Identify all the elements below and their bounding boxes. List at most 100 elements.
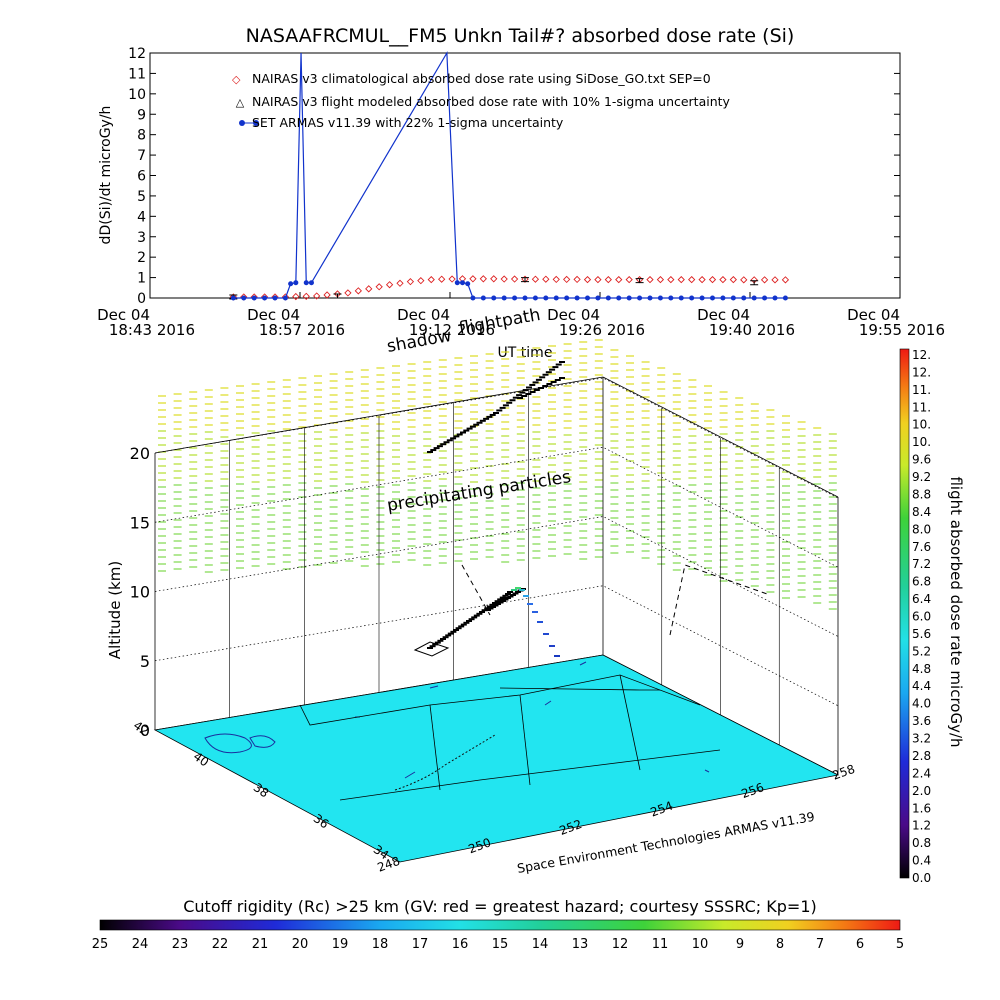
climatological-point bbox=[604, 275, 612, 284]
armas-point bbox=[751, 295, 757, 301]
armas-point bbox=[308, 280, 314, 286]
climatological-point bbox=[656, 275, 665, 284]
cutoff-bar-ticks: 25 24 23 22 21 20 19 18 17 16 15 14 13 12 11 10 9 8 7 6 5 bbox=[92, 937, 904, 952]
cutoff-tick-label: 21 bbox=[252, 937, 269, 952]
x-tick-time: 19:40 2016 bbox=[709, 321, 795, 339]
cutoff-tick-label: 17 bbox=[412, 937, 429, 952]
climatological-point bbox=[417, 277, 425, 285]
legend-entry-1: NAIRAS v3 climatological absorbed dose r… bbox=[252, 71, 711, 86]
cutoff-tick-label: 7 bbox=[816, 937, 824, 952]
flight-model-errorbar bbox=[333, 293, 342, 299]
cutoff-tick-label: 5 bbox=[896, 937, 904, 952]
annotation-shadow: shadow bbox=[385, 326, 453, 357]
projection-line bbox=[461, 564, 491, 616]
cutoff-tick-label: 11 bbox=[652, 937, 669, 952]
armas-point bbox=[241, 295, 247, 301]
climatological-point bbox=[490, 275, 498, 283]
legend-entry-2: NAIRAS v3 flight modeled absorbed dose r… bbox=[252, 94, 731, 109]
climatological-point bbox=[479, 275, 487, 283]
armas-point bbox=[282, 295, 288, 301]
armas-point bbox=[574, 295, 580, 301]
climatological-point bbox=[677, 275, 685, 284]
climatological-point bbox=[302, 292, 310, 301]
dose-tick-label: 0.0 bbox=[912, 871, 931, 885]
y-tick-label: 1 bbox=[137, 271, 146, 287]
altitude-axis-ticks: 0 5 10 15 20 bbox=[130, 444, 150, 740]
armas-point bbox=[668, 295, 674, 301]
armas-point bbox=[470, 295, 476, 301]
armas-point bbox=[293, 280, 299, 286]
dose-tick-label: 5.2 bbox=[912, 644, 931, 658]
ground-mark-4 bbox=[544, 700, 552, 706]
dose-tick-label: 10. bbox=[912, 418, 931, 432]
dose-colorbar-ticks: 0.0 0.4 0.8 1.2 1.6 2.0 2.4 2.8 3.2 3.6 4.0 4.4 4.8 5… bbox=[912, 348, 931, 885]
ground-features bbox=[204, 661, 710, 791]
climatological-point bbox=[542, 275, 550, 283]
climatological-point bbox=[573, 275, 581, 284]
armas-point bbox=[626, 295, 632, 301]
climatological-point bbox=[438, 275, 446, 283]
cutoff-tick-label: 19 bbox=[332, 937, 349, 952]
climatological-point bbox=[292, 292, 300, 301]
climatological-point bbox=[594, 275, 602, 284]
armas-point bbox=[720, 295, 726, 301]
dose-tick-label: 11. bbox=[912, 383, 931, 397]
armas-point bbox=[762, 295, 768, 301]
dose-tick-label: 2.0 bbox=[912, 784, 931, 798]
climatological-point bbox=[740, 276, 748, 284]
border-3 bbox=[429, 704, 441, 791]
cutoff-tick-label: 6 bbox=[856, 937, 864, 952]
climatological-point bbox=[688, 275, 696, 284]
climatological-point bbox=[531, 275, 540, 283]
armas-point bbox=[480, 295, 486, 301]
altitude-tick-label: 0 bbox=[140, 721, 150, 740]
dose-tick-label: 4.0 bbox=[912, 697, 931, 711]
armas-point bbox=[230, 295, 236, 301]
dose-tick-label: 5.6 bbox=[912, 627, 931, 641]
armas-point bbox=[585, 295, 590, 301]
climatological-point bbox=[448, 275, 456, 283]
lake-outline-2 bbox=[249, 735, 276, 748]
climatological-point bbox=[427, 275, 435, 284]
flight-model-errorbar bbox=[750, 280, 759, 286]
climatological-point bbox=[365, 285, 373, 293]
cutoff-tick-label: 25 bbox=[92, 937, 109, 952]
dose-tick-label: 12. bbox=[912, 365, 931, 379]
armas-point bbox=[657, 295, 663, 301]
y-tick-label: 10 bbox=[128, 87, 146, 103]
cutoff-tick-label: 8 bbox=[776, 937, 784, 952]
state-borders bbox=[299, 674, 721, 801]
dose-colorbar-gradient bbox=[899, 348, 910, 879]
x-tick-date: Dec 04 bbox=[397, 306, 450, 324]
armas-line bbox=[233, 50, 786, 299]
plot-frame bbox=[149, 52, 901, 299]
x-tick-time: 19:26 2016 bbox=[559, 321, 645, 339]
dose-colorbar: 0.0 0.4 0.8 1.2 1.6 2.0 2.4 2.8 3.2 3.6 4.0 4.4 4.8 5… bbox=[899, 348, 965, 885]
armas-point bbox=[272, 295, 278, 301]
armas-point bbox=[454, 280, 460, 286]
armas-point bbox=[465, 281, 471, 287]
climatological-point bbox=[354, 287, 362, 295]
climatological-point bbox=[563, 275, 571, 284]
y-axis-label: dD(Si)/dt microGy/h bbox=[98, 106, 114, 245]
cutoff-tick-label: 20 bbox=[292, 937, 309, 952]
border-1 bbox=[299, 674, 701, 726]
x-tick-date: Dec 04 bbox=[847, 306, 900, 324]
ground-mark-6 bbox=[704, 769, 710, 773]
cutoff-bar-title: Cutoff rigidity (Rc) >25 km (GV: red = g… bbox=[183, 897, 817, 916]
y-tick-label: 0 bbox=[137, 291, 146, 307]
altitude-tick-label: 15 bbox=[130, 513, 150, 532]
y-tick-label: 8 bbox=[137, 128, 146, 144]
climatological-point bbox=[344, 289, 352, 297]
climatological-point bbox=[375, 283, 383, 291]
armas-point bbox=[772, 295, 778, 301]
dose-rate-chart: NASAAFRCMUL__FM5 Unkn Tail#? absorbed do… bbox=[97, 25, 945, 361]
armas-point bbox=[699, 295, 705, 301]
armas-point bbox=[522, 295, 528, 301]
dose-tick-label: 1.2 bbox=[912, 819, 931, 833]
climatological-point bbox=[396, 279, 404, 287]
dose-tick-label: 8.8 bbox=[912, 487, 931, 501]
dose-tick-label: 12. bbox=[912, 348, 931, 362]
